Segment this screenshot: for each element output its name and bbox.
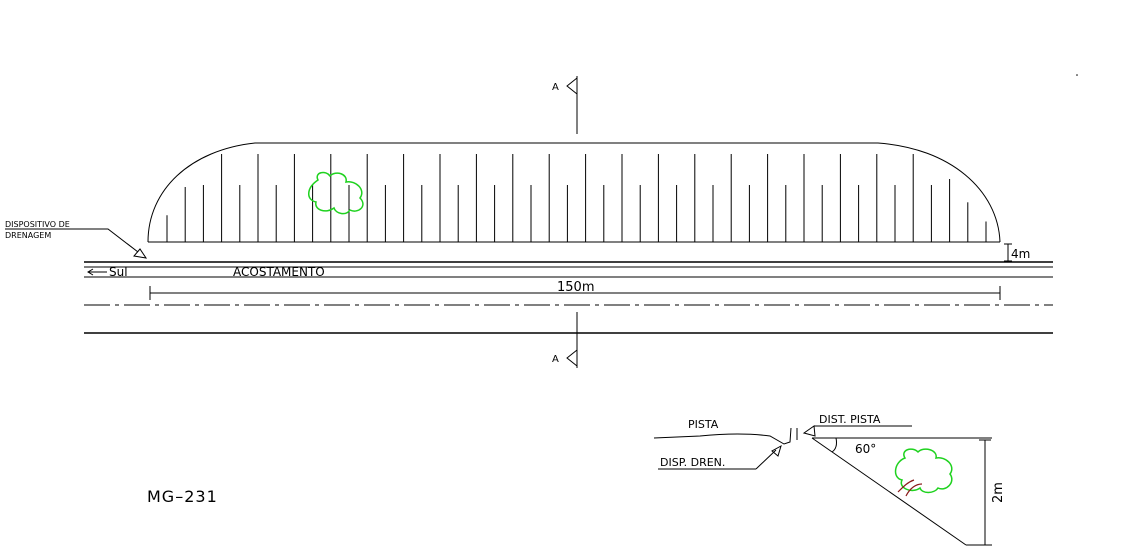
pista-label: PISTA	[688, 418, 719, 431]
disp-dren-leader	[755, 449, 777, 470]
angle-label: 60°	[855, 442, 876, 456]
slope-line	[811, 437, 967, 546]
direction-label: Sul	[109, 265, 128, 279]
height-dimension-label: 2m	[991, 482, 1006, 503]
section-marker-top: A	[552, 76, 578, 134]
width-dimension	[1004, 243, 1012, 262]
disp-dren-label: DISP. DREN.	[660, 456, 725, 469]
tree-icon-section	[894, 448, 953, 494]
tree-icon	[308, 171, 364, 215]
angle-arc	[831, 437, 837, 453]
road-code-label: MG–231	[147, 487, 218, 506]
drainage-leader-arrow	[5, 228, 148, 259]
dist-pista-arrow	[802, 425, 816, 437]
disp-dren-arrow	[771, 444, 782, 457]
length-dimension-label: 150m	[557, 280, 594, 295]
section-marker-bottom: A	[552, 312, 578, 368]
plan-view: A Sul ACOSTAMENTO 150m	[5, 74, 1078, 506]
length-dimension	[149, 286, 1001, 300]
pista-profile	[653, 427, 792, 445]
drainage-note-line1: DISPOSITIVO DE	[5, 220, 70, 229]
width-dimension-label: 4m	[1011, 247, 1030, 261]
direction-arrow-icon	[87, 268, 107, 276]
drainage-note-line2: DRENAGEM	[5, 231, 51, 240]
tree-trunk-icon	[897, 479, 923, 497]
section-marker-label-bottom: A	[552, 354, 559, 365]
vegetation-hatching	[166, 154, 987, 242]
shoulder-label: ACOSTAMENTO	[233, 265, 325, 279]
stray-mark	[1076, 74, 1078, 76]
cross-section: PISTA DIST. PISTA 60° DISP. DREN. 2m	[653, 413, 1006, 546]
section-marker-label-top: A	[552, 82, 559, 93]
dist-pista-label: DIST. PISTA	[819, 413, 881, 426]
height-dimension	[979, 439, 991, 546]
vegetated-area-outline	[147, 142, 1001, 243]
